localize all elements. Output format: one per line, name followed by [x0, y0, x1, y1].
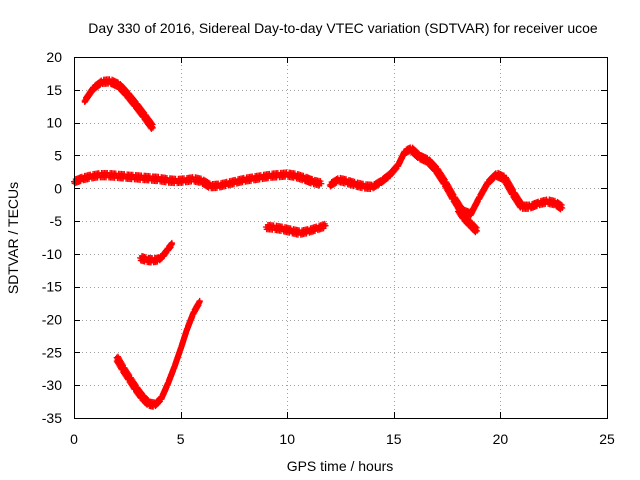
data-point-fill	[392, 166, 399, 173]
y-tick-label: -5	[50, 213, 63, 229]
y-tick-label: 0	[54, 180, 62, 196]
data-point-fill	[155, 399, 162, 406]
series-late-spike	[454, 203, 480, 236]
y-tick-label: 10	[46, 115, 62, 131]
data-point-fill	[166, 245, 173, 252]
data-point-fill	[162, 250, 169, 257]
series-late-band	[326, 144, 566, 220]
data-point-fill	[167, 244, 174, 251]
data-point	[559, 204, 566, 211]
data-point-fill	[176, 349, 183, 356]
x-tick-label: 20	[493, 431, 509, 447]
data-point	[196, 298, 203, 305]
y-tick-label: 5	[54, 147, 62, 163]
x-tick-label: 15	[386, 431, 402, 447]
x-tick-label: 25	[599, 431, 615, 447]
series-deep-arc	[113, 297, 203, 410]
grid	[74, 57, 607, 418]
series-low-arc-small	[137, 239, 176, 266]
y-tick-label: -35	[42, 410, 62, 426]
plot-frame	[74, 57, 608, 419]
y-tick-label: -25	[42, 344, 62, 360]
y-tick-label: -10	[42, 246, 62, 262]
series-arc-upper	[81, 76, 156, 132]
data-point	[149, 124, 156, 131]
data-point	[318, 180, 325, 187]
data-point-fill	[195, 302, 202, 309]
chart-title: Day 330 of 2016, Sidereal Day-to-day VTE…	[88, 20, 598, 36]
x-tick-label: 5	[177, 431, 185, 447]
y-tick-label: -15	[42, 279, 62, 295]
data-points	[71, 76, 566, 410]
axis-ticks: 0 5 10 15 20 25 -35 -30 -25 -20 -15 -10 -5 0 5 10 15 20	[42, 49, 615, 447]
data-point-fill	[88, 89, 95, 96]
data-point-fill	[490, 175, 497, 182]
y-tick-label: 20	[46, 49, 62, 65]
data-point	[473, 227, 480, 234]
data-point-fill	[383, 175, 390, 182]
data-point	[169, 241, 176, 248]
data-point-fill	[170, 368, 177, 375]
series-mid-segment	[262, 220, 329, 238]
y-tick-label: -20	[42, 312, 62, 328]
y-tick-label: -30	[42, 377, 62, 393]
data-point-fill	[163, 384, 170, 391]
data-point-fill	[482, 184, 489, 191]
y-axis-label: SDTVAR / TECUs	[5, 182, 21, 294]
x-axis-label: GPS time / hours	[287, 458, 394, 474]
data-point-fill	[182, 329, 189, 336]
data-point-fill	[157, 256, 164, 263]
data-point-fill	[95, 82, 102, 89]
y-tick-label: 15	[46, 82, 62, 98]
x-tick-label: 10	[279, 431, 295, 447]
data-point-fill	[474, 199, 481, 206]
data-point-fill	[194, 303, 201, 310]
x-tick-label: 0	[70, 431, 78, 447]
data-point	[322, 222, 329, 229]
